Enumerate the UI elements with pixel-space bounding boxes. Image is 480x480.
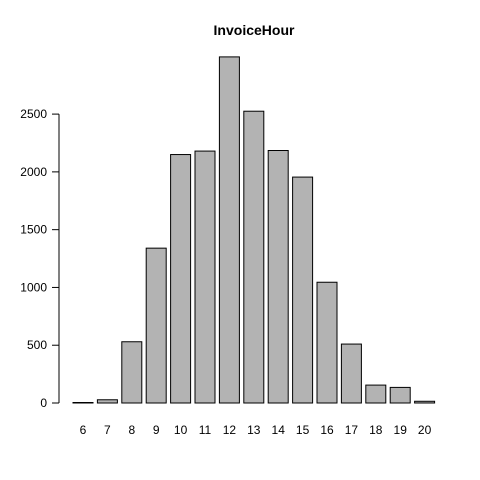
x-tick-label: 6: [80, 423, 87, 437]
bar-hour-17: [340, 343, 362, 404]
x-tick-label: 7: [104, 423, 111, 437]
x-tick-label: 19: [394, 423, 408, 437]
x-tick-label: 17: [345, 423, 359, 437]
x-tick-label: 15: [296, 423, 310, 437]
y-tick-label: 0: [40, 396, 47, 410]
x-tick-label: 12: [223, 423, 237, 437]
x-tick-label: 10: [174, 423, 188, 437]
bar-hour-18: [365, 384, 387, 404]
bar-hour-20: [414, 400, 436, 404]
y-axis: 0 500 1000 1500 2000 2500: [20, 107, 60, 410]
bar-hour-6: [72, 402, 94, 404]
bar-hour-13: [243, 110, 265, 404]
bar-hour-9: [145, 247, 167, 404]
x-tick-labels: 6 7 8 9 10 11 12 13 14 15 16 17 18 19 20: [80, 423, 432, 437]
x-tick-label: 8: [128, 423, 135, 437]
y-tick-label: 1500: [20, 223, 47, 237]
bar-hour-15: [292, 176, 314, 404]
y-tick-label: 2000: [20, 165, 47, 179]
x-tick-label: 9: [153, 423, 160, 437]
y-tick-label: 1000: [20, 280, 47, 294]
x-tick-label: 18: [369, 423, 383, 437]
x-tick-label: 20: [418, 423, 432, 437]
x-tick-label: 16: [320, 423, 334, 437]
bar-hour-12: [218, 56, 240, 404]
x-tick-label: 14: [272, 423, 286, 437]
bar-hour-16: [316, 281, 338, 404]
x-tick-label: 11: [199, 423, 212, 437]
bar-hour-8: [121, 341, 143, 404]
bar-hour-11: [194, 150, 216, 404]
y-tick-label: 2500: [20, 107, 47, 121]
x-tick-label: 13: [247, 423, 261, 437]
bar-hour-19: [389, 386, 411, 404]
bar-hour-14: [267, 150, 289, 404]
bar-hour-7: [96, 399, 118, 404]
chart-title: InvoiceHour: [214, 22, 295, 38]
y-tick-label: 500: [27, 338, 47, 352]
bar-hour-10: [170, 154, 192, 404]
bars-group: [72, 56, 436, 404]
